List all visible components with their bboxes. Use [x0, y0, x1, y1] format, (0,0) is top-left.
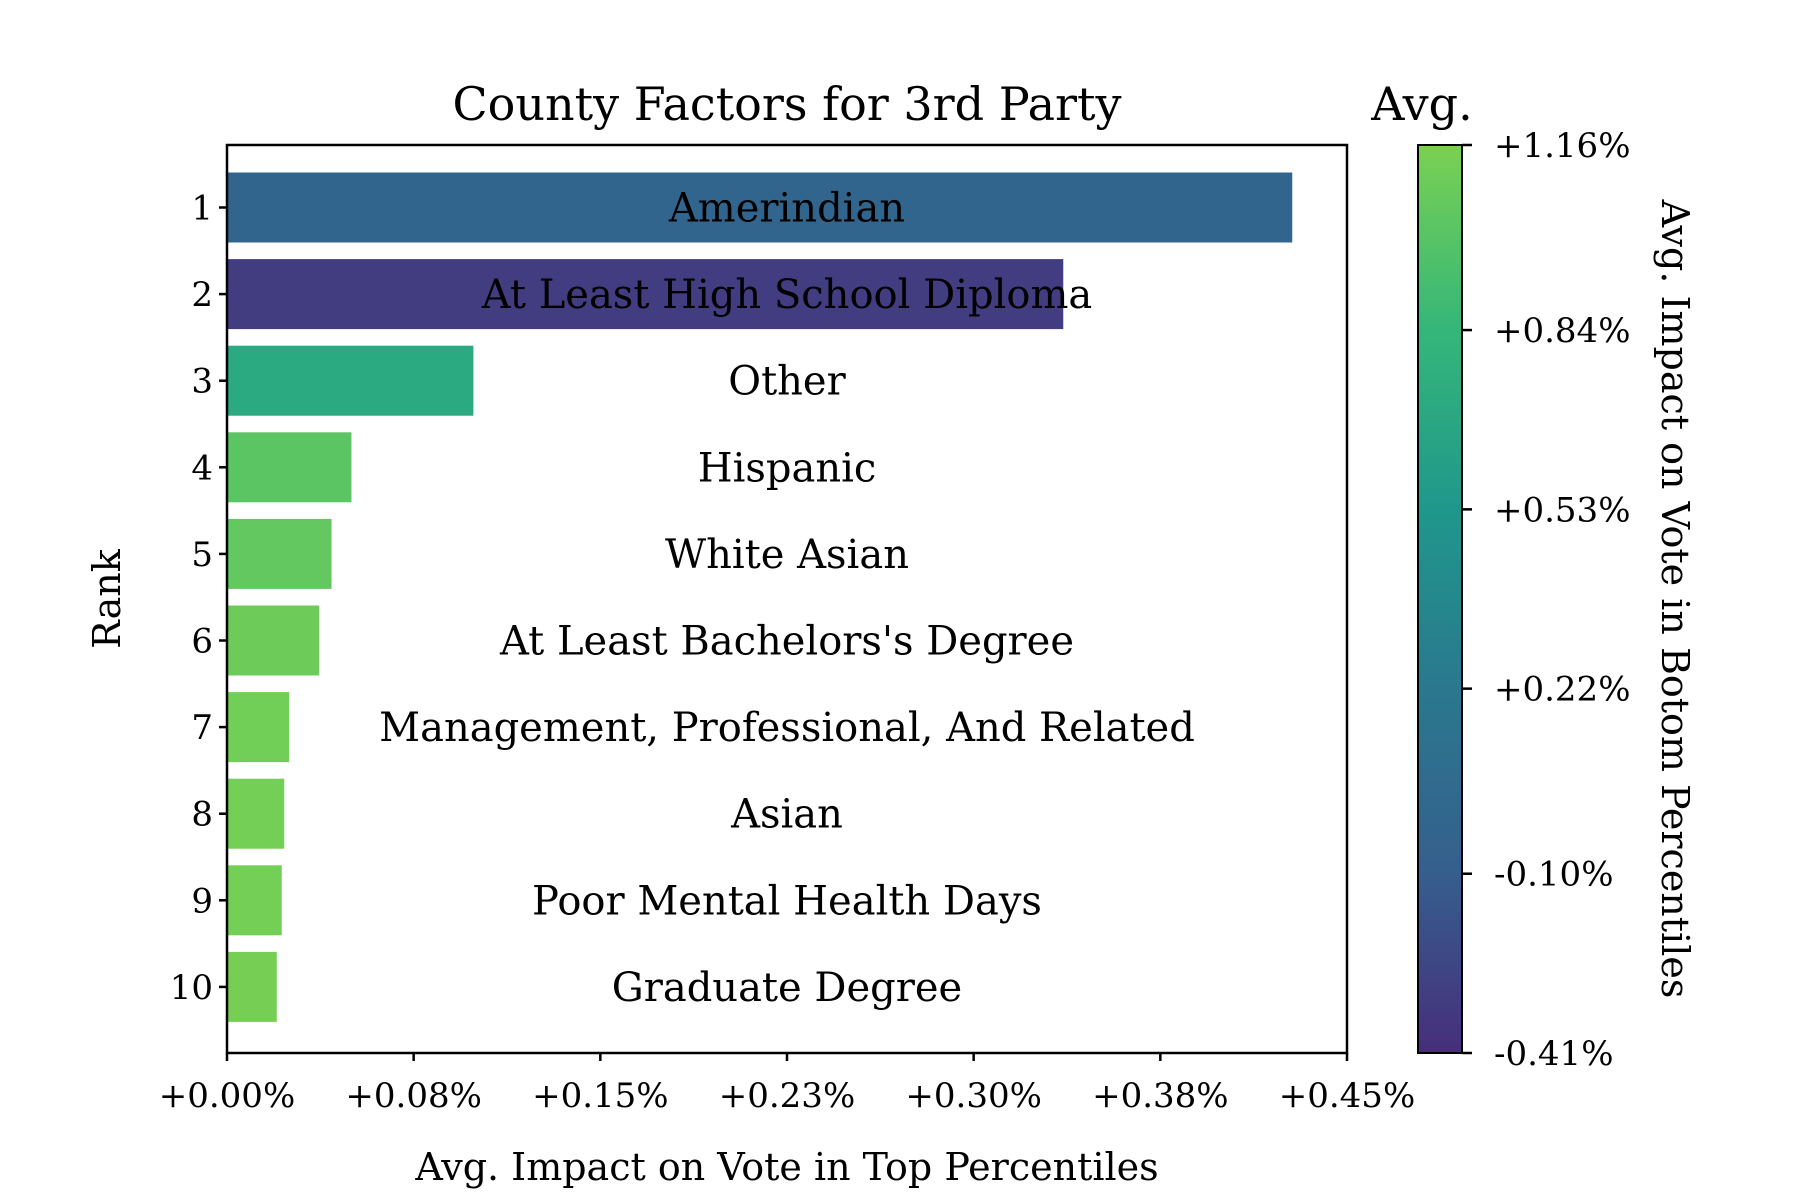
- bar-7: [227, 692, 290, 763]
- bar-4: [227, 432, 352, 503]
- y-tick-label-8: 8: [191, 795, 213, 835]
- y-tick-label-3: 3: [191, 362, 213, 402]
- x-tick-label-1: +0.08%: [345, 1076, 482, 1116]
- bar-8: [227, 778, 285, 849]
- bar-label-7: Management, Professional, And Related: [379, 705, 1195, 751]
- colorbar-label: Avg. Impact on Vote in Botom Percentiles: [1653, 199, 1697, 999]
- y-tick-label-9: 9: [191, 881, 213, 921]
- bar-2: [227, 259, 1064, 330]
- bar-label-5: White Asian: [665, 532, 909, 578]
- colorbar-tick-label-5: -0.41%: [1494, 1034, 1614, 1074]
- y-ticks-group: 1 2 3 4 5 6 7 8 9 10: [170, 189, 227, 1008]
- bar-9: [227, 865, 282, 936]
- y-tick-label-4: 4: [191, 448, 213, 488]
- x-axis-label: Avg. Impact on Vote in Top Percentiles: [414, 1145, 1158, 1189]
- x-ticks-group: +0.00% +0.08% +0.15% +0.23% +0.30% +0.38% +0.4…: [159, 1053, 1416, 1116]
- bar-label-9: Poor Mental Health Days: [532, 878, 1042, 924]
- x-tick-label-4: +0.30%: [905, 1076, 1042, 1116]
- chart-title: County Factors for 3rd Party: [452, 77, 1121, 131]
- bar-6: [227, 605, 320, 676]
- colorbar-tick-label-1: +0.84%: [1494, 311, 1631, 351]
- x-tick-label-5: +0.38%: [1092, 1076, 1229, 1116]
- bar-label-6: At Least Bachelors's Degree: [499, 619, 1074, 665]
- x-tick-label-3: +0.23%: [719, 1076, 856, 1116]
- y-tick-label-6: 6: [191, 622, 213, 662]
- y-tick-label-2: 2: [191, 275, 213, 315]
- bar-label-2: At Least High School Diploma: [481, 272, 1093, 318]
- colorbar-tick-label-0: +1.16%: [1494, 126, 1631, 166]
- bar-labels-group: Amerindian At Least High School Diploma Ot…: [379, 186, 1195, 1011]
- colorbar-ticks-group: +1.16% +0.84% +0.53% +0.22% -0.10% -0.41%: [1462, 126, 1631, 1074]
- x-tick-label-2: +0.15%: [532, 1076, 669, 1116]
- colorbar-tick-label-2: +0.53%: [1494, 490, 1631, 530]
- bar-5: [227, 518, 332, 589]
- bar-3: [227, 345, 474, 416]
- y-tick-label-7: 7: [191, 708, 213, 748]
- bar-label-10: Graduate Degree: [612, 965, 962, 1011]
- bar-1: [227, 172, 1293, 243]
- colorbar-title: Avg.: [1370, 77, 1472, 131]
- bar-label-4: Hispanic: [698, 445, 877, 491]
- y-axis-label: Rank: [85, 548, 129, 649]
- colorbar-tick-label-3: +0.22%: [1494, 670, 1631, 710]
- x-tick-label-6: +0.45%: [1279, 1076, 1416, 1116]
- y-tick-label-5: 5: [191, 535, 213, 575]
- bar-label-1: Amerindian: [668, 186, 905, 232]
- y-tick-label-1: 1: [191, 189, 213, 229]
- colorbar-tick-label-4: -0.10%: [1494, 855, 1614, 895]
- bar-10: [227, 951, 277, 1022]
- bar-label-3: Other: [728, 359, 846, 405]
- bar-label-8: Asian: [730, 792, 843, 838]
- x-tick-label-0: +0.00%: [159, 1076, 296, 1116]
- y-tick-label-10: 10: [170, 968, 213, 1008]
- bars-group: [227, 172, 1293, 1022]
- colorbar: [1417, 144, 1463, 1054]
